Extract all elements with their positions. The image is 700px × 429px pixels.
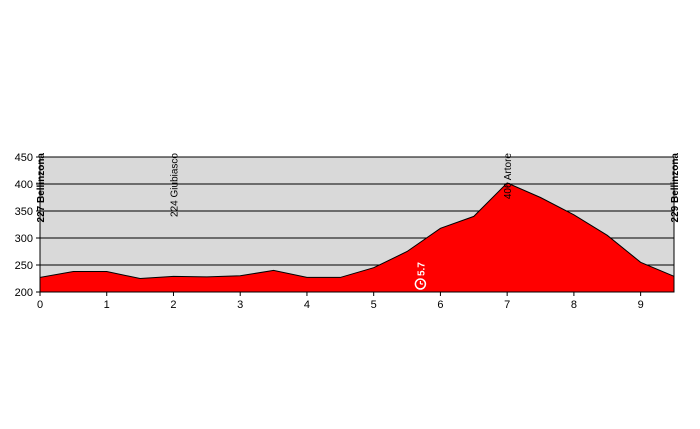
markers: 5.7 <box>414 262 427 290</box>
x-axis: 0 1 2 3 4 5 6 7 8 9 <box>37 292 644 311</box>
y-tick-label: 300 <box>15 233 33 245</box>
x-tick-label: 3 <box>237 299 243 311</box>
y-axis: 200 250 300 350 400 450 <box>15 152 40 299</box>
place-label: 229 Bellinzona <box>670 153 681 223</box>
x-tick-label: 1 <box>104 299 110 311</box>
x-tick-label: 8 <box>571 299 577 311</box>
x-tick-label: 6 <box>437 299 443 311</box>
x-tick-label: 0 <box>37 299 43 311</box>
clock-icon <box>414 278 427 290</box>
x-tick-label: 2 <box>170 299 176 311</box>
y-tick-label: 400 <box>15 179 33 191</box>
x-tick-label: 4 <box>304 299 310 311</box>
place-label: 227 Bellinzona <box>36 153 47 223</box>
place-label: 406 Artore <box>503 153 514 200</box>
y-tick-label: 350 <box>15 206 33 218</box>
marker-label: 5.7 <box>416 262 427 276</box>
elevation-area <box>39 182 675 293</box>
y-tick-label: 200 <box>15 287 33 299</box>
place-labels: 227 Bellinzona 224 Giubiasco 406 Artore 229… <box>36 153 681 223</box>
y-tick-label: 450 <box>15 152 33 164</box>
y-tick-label: 250 <box>15 260 33 272</box>
place-label: 224 Giubiasco <box>169 153 180 217</box>
plot-frame <box>39 156 675 293</box>
x-tick-label: 7 <box>504 299 510 311</box>
x-tick-label: 9 <box>638 299 644 311</box>
x-tick-label: 5 <box>371 299 377 311</box>
